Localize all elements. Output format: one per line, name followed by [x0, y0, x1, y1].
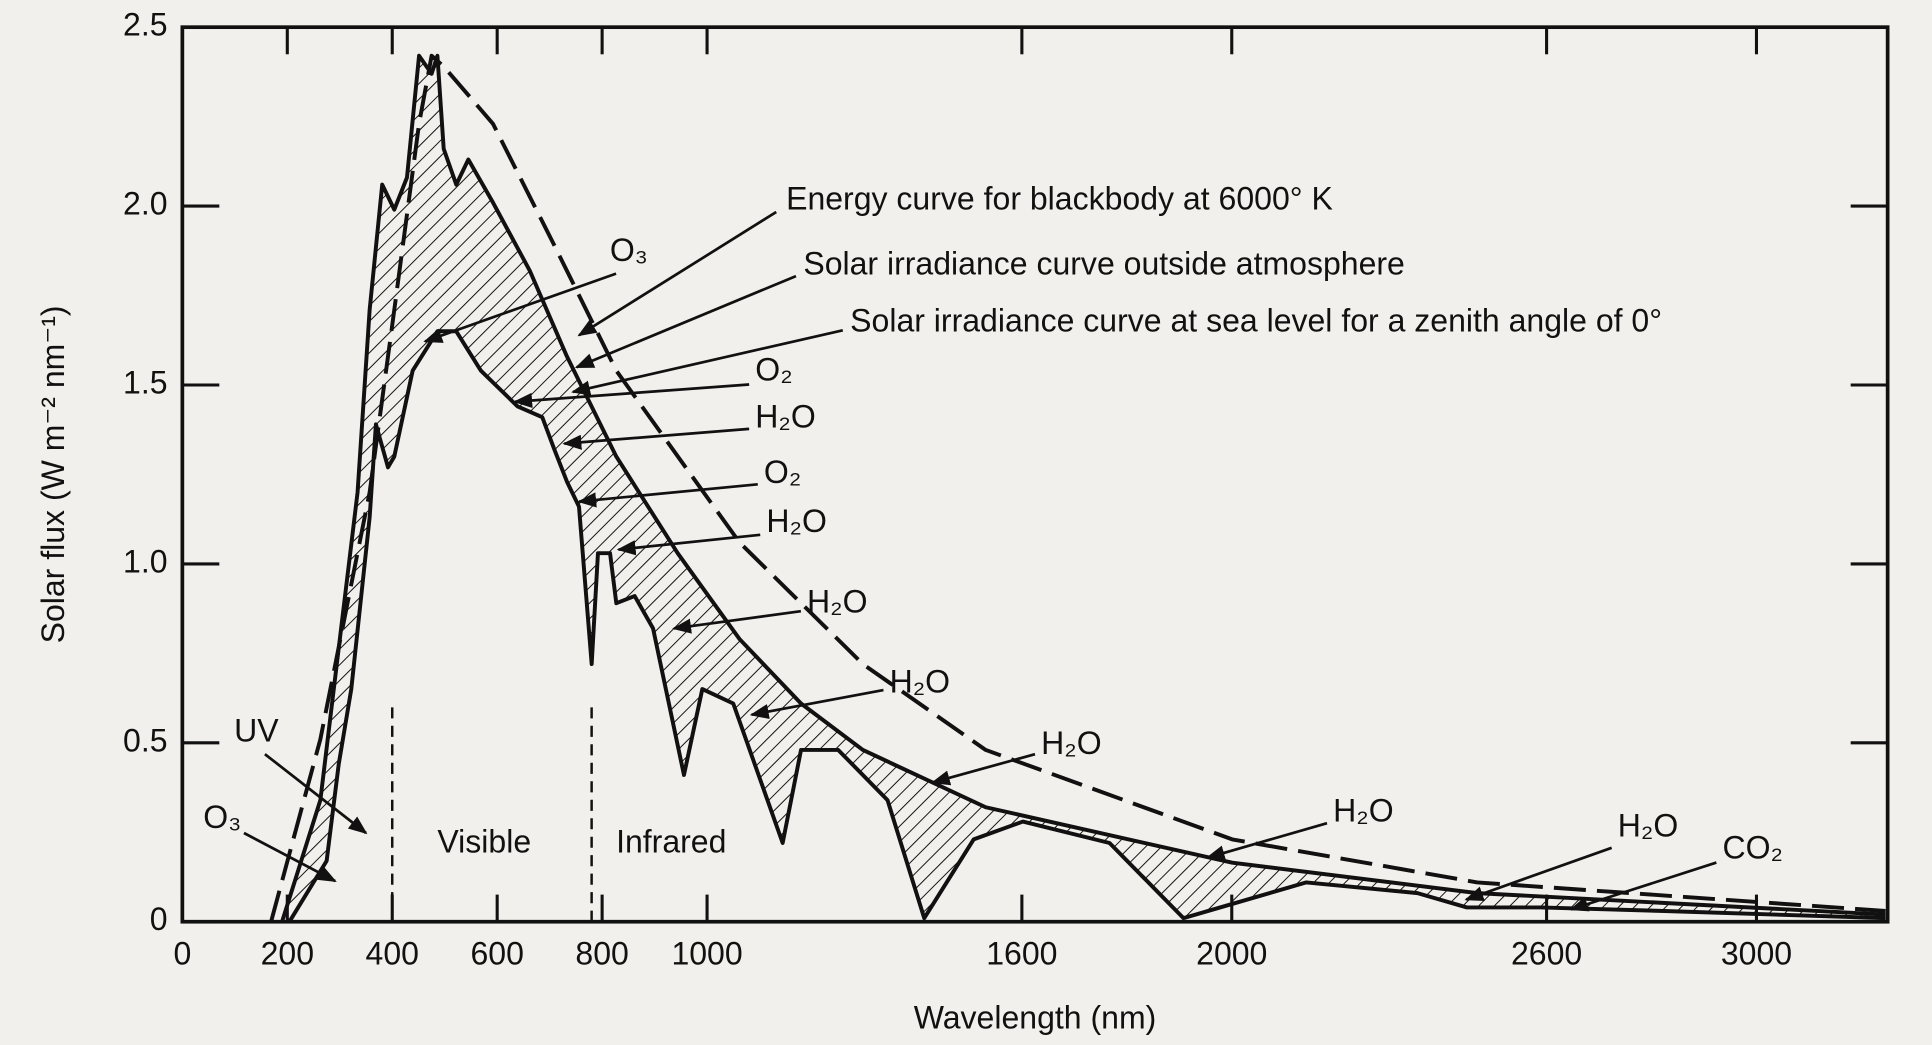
- annotation: H₂O: [755, 398, 815, 434]
- annotation: Infrared: [616, 824, 726, 860]
- absorption-hatch: [282, 55, 1886, 922]
- curve: [287, 329, 1886, 923]
- x-tick-label: 1000: [671, 936, 742, 972]
- annotation-arrow: [930, 752, 1036, 786]
- y-tick-label: 2.0: [123, 186, 168, 222]
- x-tick-label: 2000: [1196, 936, 1267, 972]
- x-axis-label: Wavelength (nm): [914, 1000, 1157, 1036]
- curve-label: Solar irradiance curve outside atmospher…: [803, 246, 1405, 282]
- curve-label: Energy curve for blackbody at 6000° K: [786, 180, 1333, 216]
- x-tick-label: 3000: [1721, 936, 1792, 972]
- annotation: O₂: [755, 352, 792, 388]
- annotation-arrow: [513, 383, 750, 409]
- y-tick-label: 2.5: [123, 7, 168, 43]
- annotation-arrow: [749, 688, 884, 720]
- curve-label: Solar irradiance curve at sea level for …: [850, 302, 1662, 338]
- x-tick-label: 0: [173, 936, 191, 972]
- annotation: H₂O: [766, 503, 826, 539]
- y-tick-label: 0.5: [123, 722, 168, 758]
- y-tick-label: 1.5: [123, 364, 168, 400]
- annotation-arrow: [1464, 846, 1613, 901]
- annotation-arrow: [616, 533, 761, 556]
- x-tick-label: 800: [575, 936, 628, 972]
- annotation: Visible: [437, 824, 531, 860]
- y-tick-label: 0: [150, 901, 168, 937]
- label-arrow: [577, 210, 777, 337]
- annotation: O₂: [764, 454, 801, 490]
- annotation-arrow: [243, 831, 337, 883]
- x-tick-label: 600: [470, 936, 523, 972]
- curve: [280, 53, 1886, 923]
- x-tick-label: 1600: [986, 936, 1057, 972]
- y-axis-label: Solar flux (W m⁻² nm⁻¹): [35, 305, 71, 643]
- annotation: O₃: [610, 232, 648, 268]
- annotation-arrow: [577, 482, 758, 508]
- annotation: H₂O: [1333, 793, 1393, 829]
- curve: [269, 53, 1886, 923]
- annotation: O₃: [203, 799, 241, 835]
- annotation: CO₂: [1723, 830, 1783, 866]
- annotation: H₂O: [1618, 808, 1678, 844]
- annotation: H₂O: [890, 663, 950, 699]
- plot-frame: [180, 25, 1890, 924]
- x-tick-label: 400: [366, 936, 419, 972]
- annotation-arrow: [264, 753, 368, 835]
- x-tick-label: 200: [261, 936, 314, 972]
- annotation-arrow: [562, 427, 750, 450]
- y-tick-label: 1.0: [123, 543, 168, 579]
- annotation: H₂O: [1041, 725, 1101, 761]
- annotation-arrow: [672, 609, 802, 634]
- annotation: H₂O: [807, 583, 867, 619]
- annotation-arrow: [423, 272, 617, 343]
- x-tick-label: 2600: [1511, 936, 1582, 972]
- label-arrow: [574, 274, 797, 369]
- annotation-arrow: [1569, 861, 1717, 912]
- label-arrow: [571, 328, 844, 396]
- annotation: UV: [234, 713, 279, 749]
- annotation-arrow: [1205, 821, 1328, 861]
